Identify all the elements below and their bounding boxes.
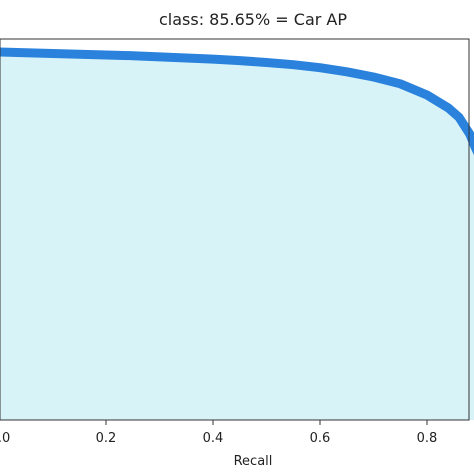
x-axis-label: Recall xyxy=(234,454,273,469)
x-tick-label: 0.4 xyxy=(203,431,224,446)
x-tick-label: 0.0 xyxy=(0,431,10,446)
plot-area xyxy=(0,47,474,420)
plot-frame xyxy=(0,38,470,421)
x-tick-label: 0.6 xyxy=(310,431,331,446)
precision-recall-curve xyxy=(0,47,474,156)
x-tick-label: 0.8 xyxy=(417,431,438,446)
x-axis-ticks: 0.0 0.2 0.4 0.6 0.8 xyxy=(0,420,437,446)
area-fill xyxy=(0,52,474,420)
x-tick-label: 0.2 xyxy=(96,431,117,446)
chart-title: class: 85.65% = Car AP xyxy=(159,10,347,29)
